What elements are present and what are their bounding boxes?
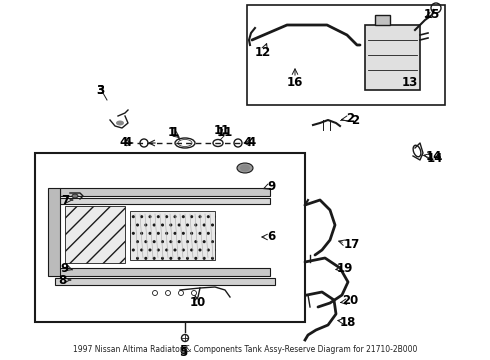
Bar xyxy=(365,25,420,90)
Bar xyxy=(130,211,215,260)
Bar xyxy=(65,206,125,263)
Text: 20: 20 xyxy=(342,293,358,306)
Text: 14: 14 xyxy=(426,150,442,163)
Text: 9: 9 xyxy=(267,180,275,193)
Text: 9: 9 xyxy=(60,261,68,274)
Ellipse shape xyxy=(116,121,124,126)
Bar xyxy=(60,198,270,204)
Text: 13: 13 xyxy=(402,76,418,89)
Bar xyxy=(48,188,60,276)
Text: 11: 11 xyxy=(217,126,233,139)
Bar xyxy=(35,153,305,322)
Text: 18: 18 xyxy=(340,316,356,329)
Text: 6: 6 xyxy=(267,230,275,243)
Text: 5: 5 xyxy=(179,343,187,356)
Text: 11: 11 xyxy=(214,125,230,138)
Text: 8: 8 xyxy=(58,274,66,287)
Text: 1997 Nissan Altima Radiator & Components Tank Assy-Reserve Diagram for 21710-2B0: 1997 Nissan Altima Radiator & Components… xyxy=(73,345,417,354)
Text: 1: 1 xyxy=(171,126,179,139)
Text: 14: 14 xyxy=(427,152,443,165)
Text: 3: 3 xyxy=(96,84,104,96)
Text: 3: 3 xyxy=(96,84,104,96)
Text: 1: 1 xyxy=(168,126,176,139)
Text: 2: 2 xyxy=(346,112,354,126)
Text: 7: 7 xyxy=(61,194,69,207)
Text: 15: 15 xyxy=(424,8,440,21)
Text: 19: 19 xyxy=(337,261,353,274)
Text: 10: 10 xyxy=(190,297,206,310)
Bar xyxy=(55,278,275,285)
Text: 2: 2 xyxy=(351,113,359,126)
Text: 5: 5 xyxy=(179,346,187,359)
Text: 4: 4 xyxy=(244,136,252,149)
Bar xyxy=(60,188,270,196)
Bar xyxy=(55,268,270,276)
Bar xyxy=(247,5,445,105)
Text: 16: 16 xyxy=(287,76,303,89)
Ellipse shape xyxy=(72,194,78,198)
Text: 4: 4 xyxy=(248,136,256,149)
Text: 17: 17 xyxy=(344,238,360,252)
Bar xyxy=(375,15,390,25)
Ellipse shape xyxy=(240,165,250,171)
Ellipse shape xyxy=(237,163,253,173)
Text: 4: 4 xyxy=(120,136,128,149)
Text: 12: 12 xyxy=(255,45,271,58)
Text: 4: 4 xyxy=(124,136,132,149)
